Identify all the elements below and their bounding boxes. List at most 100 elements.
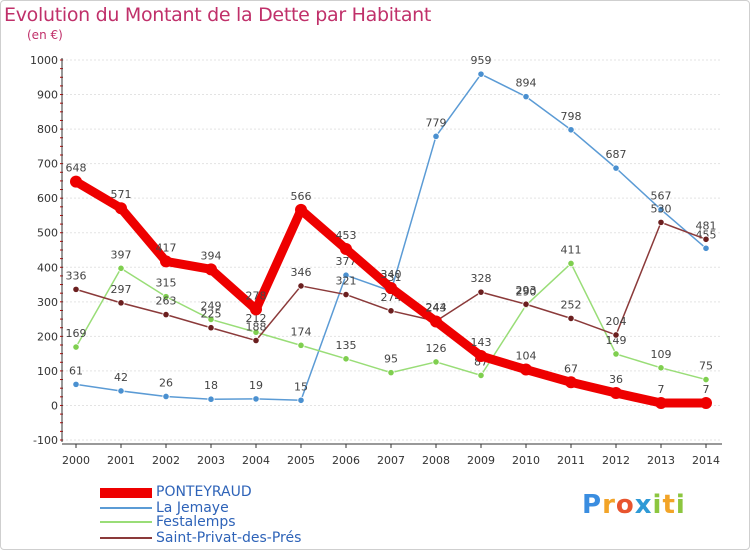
logo-letter: o — [615, 490, 635, 520]
data-label: 174 — [291, 325, 312, 338]
data-label: 394 — [201, 249, 222, 262]
data-point — [657, 218, 665, 226]
data-label: 204 — [606, 315, 627, 328]
data-point — [162, 293, 170, 301]
legend-swatch — [100, 537, 152, 539]
data-point — [297, 396, 305, 404]
data-point — [297, 282, 305, 290]
data-point — [385, 282, 397, 294]
x-tick-label: 2010 — [512, 454, 540, 467]
logo-letter: t — [662, 490, 676, 520]
data-point — [117, 299, 125, 307]
x-tick-label: 2001 — [107, 454, 135, 467]
data-point — [702, 235, 710, 243]
x-tick-label: 2006 — [332, 454, 360, 467]
data-point — [207, 315, 215, 324]
data-label: 244 — [426, 301, 447, 314]
y-tick-label: 700 — [37, 158, 58, 171]
y-tick-label: 200 — [37, 330, 58, 343]
y-tick-label: 400 — [37, 261, 58, 274]
data-label: 149 — [606, 334, 627, 347]
data-label: 648 — [66, 162, 87, 175]
data-label: 453 — [336, 229, 357, 242]
data-label: 779 — [426, 116, 447, 129]
data-point — [612, 164, 620, 172]
x-tick-label: 2000 — [62, 454, 90, 467]
data-label: 61 — [69, 364, 83, 377]
x-tick-label: 2012 — [602, 454, 630, 467]
data-point — [430, 315, 442, 328]
x-tick-label: 2011 — [557, 454, 585, 467]
data-point — [72, 285, 80, 293]
data-label: 417 — [156, 241, 177, 254]
logo-letter: i — [652, 490, 663, 520]
data-label: 26 — [159, 376, 173, 389]
data-point — [387, 307, 395, 315]
data-label: 346 — [291, 266, 312, 279]
series-line-1 — [75, 73, 707, 402]
data-label: 328 — [471, 272, 492, 285]
data-point — [657, 364, 665, 372]
data-point — [477, 288, 485, 296]
x-tick-label: 2004 — [242, 454, 270, 467]
data-point — [432, 358, 440, 366]
data-point — [205, 263, 217, 276]
data-point — [252, 336, 260, 345]
data-label: 290 — [516, 285, 537, 298]
data-label: 411 — [561, 243, 582, 256]
x-tick-label: 2009 — [467, 454, 495, 467]
legend-swatch — [100, 488, 152, 498]
data-point — [207, 324, 215, 332]
y-tick-label: -100 — [33, 434, 58, 447]
data-point — [162, 392, 170, 401]
x-tick-label: 2008 — [422, 454, 450, 467]
legend-label: Saint-Privat-des-Prés — [156, 530, 302, 546]
data-point — [700, 397, 712, 410]
data-point — [117, 264, 125, 272]
data-label: 336 — [66, 269, 87, 282]
data-label: 67 — [564, 362, 578, 375]
legend-label: PONTEYRAUD — [156, 484, 252, 500]
data-label: 18 — [204, 379, 218, 392]
y-tick-label: 100 — [37, 365, 58, 378]
data-point — [162, 310, 170, 319]
data-point — [295, 203, 307, 216]
data-label: 894 — [516, 77, 537, 90]
x-tick-label: 2014 — [692, 454, 720, 467]
y-tick-label: 300 — [37, 296, 58, 309]
legend-swatch — [100, 507, 152, 509]
data-label: 293 — [516, 284, 537, 297]
data-label: 36 — [609, 373, 623, 386]
x-tick-label: 2007 — [377, 454, 405, 467]
data-label: 315 — [156, 277, 177, 290]
data-point — [565, 376, 577, 389]
data-label: 481 — [696, 219, 717, 232]
y-tick-label: 0 — [51, 399, 58, 412]
data-label: 530 — [651, 202, 672, 215]
data-point — [115, 202, 127, 215]
data-label: 169 — [66, 327, 87, 340]
data-point — [342, 271, 350, 279]
data-point — [432, 132, 440, 140]
data-label: 95 — [384, 353, 398, 366]
data-label: 135 — [336, 339, 357, 352]
data-point — [475, 350, 487, 363]
logo-letter: x — [634, 490, 653, 520]
data-label: 243 — [426, 302, 447, 315]
data-label: 397 — [111, 248, 132, 261]
data-label: 143 — [471, 336, 492, 349]
data-point — [297, 341, 305, 349]
data-point — [250, 303, 262, 316]
data-point — [702, 375, 710, 384]
data-label: 7 — [658, 383, 665, 396]
data-point — [612, 350, 620, 358]
data-point — [610, 387, 622, 400]
data-label: 263 — [156, 295, 177, 308]
data-point — [160, 255, 172, 268]
y-tick-label: 500 — [37, 227, 58, 240]
data-point — [117, 387, 125, 395]
data-label: 571 — [111, 188, 132, 201]
data-label: 252 — [561, 298, 582, 311]
data-label: 249 — [201, 299, 222, 312]
y-tick-label: 1000 — [30, 54, 58, 67]
